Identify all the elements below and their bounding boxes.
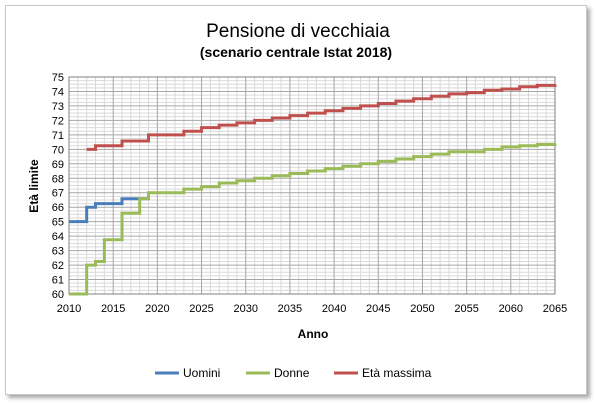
x-tick-label: 2015 <box>101 303 125 315</box>
y-tick-label: 60 <box>52 289 64 301</box>
y-tick-label: 61 <box>52 275 64 287</box>
grid-major <box>68 76 556 295</box>
chart-title: Pensione di vecchiaia <box>206 21 390 42</box>
plot-area <box>68 76 556 295</box>
x-tick-label: 2030 <box>233 303 257 315</box>
y-tick-label: 63 <box>52 246 64 258</box>
series-line-donne <box>69 143 557 296</box>
x-tick-label: 2040 <box>322 303 346 315</box>
y-axis-title: Età limite <box>27 159 41 213</box>
x-tick-label: 2010 <box>57 303 81 315</box>
y-tick-label: 64 <box>52 231 64 243</box>
y-tick-label: 74 <box>52 86 64 98</box>
y-tick-label: 75 <box>52 72 64 84</box>
y-tick-label: 67 <box>52 188 64 200</box>
y-tick-label: 68 <box>52 173 64 185</box>
x-tick-label: 2065 <box>543 303 567 315</box>
x-tick-label: 2035 <box>278 303 302 315</box>
y-axis: 60 61 62 63 64 65 66 67 68 69 70 71 72 73 74 75 <box>52 72 64 301</box>
y-tick-label: 72 <box>52 115 64 127</box>
y-tick-label: 70 <box>52 144 64 156</box>
y-tick-label: 71 <box>52 130 64 142</box>
y-tick-label: 65 <box>52 217 64 229</box>
legend-label: Donne <box>274 366 310 380</box>
y-tick-label: 73 <box>52 101 64 113</box>
legend-label: Uomini <box>183 366 220 380</box>
legend-label: Età massima <box>362 366 432 380</box>
y-tick-label: 69 <box>52 159 64 171</box>
x-tick-label: 2050 <box>410 303 434 315</box>
grid-minor <box>69 77 555 294</box>
series-line-et-massima <box>86 83 557 151</box>
legend: Uomini Donne Età massima <box>155 366 432 380</box>
x-tick-label: 2055 <box>454 303 478 315</box>
x-axis-title: Anno <box>298 327 329 341</box>
x-tick-label: 2045 <box>366 303 390 315</box>
y-tick-label: 66 <box>52 202 64 214</box>
y-tick-label: 62 <box>52 260 64 272</box>
x-axis: 2010 2015 2020 2025 2030 2035 2040 2045 2050 2055… <box>57 303 567 315</box>
x-tick-label: 2025 <box>189 303 213 315</box>
series-layer <box>69 83 557 296</box>
x-tick-label: 2060 <box>499 303 523 315</box>
series-line-uomini <box>69 197 149 224</box>
x-tick-label: 2020 <box>145 303 169 315</box>
chart-subtitle: (scenario centrale Istat 2018) <box>200 44 392 60</box>
